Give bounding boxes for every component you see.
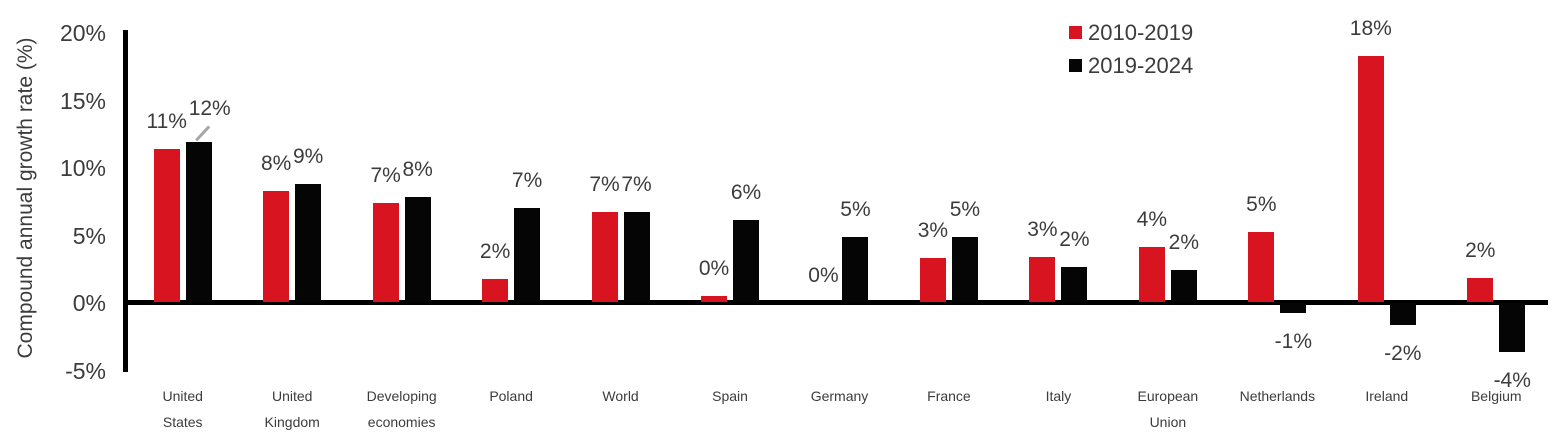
x-label-united-kingdom: United Kingdom xyxy=(264,388,320,430)
x-axis-line xyxy=(123,300,1548,305)
bar-2019-2024-ireland xyxy=(1389,303,1416,325)
x-label-netherlands: Netherlands xyxy=(1239,388,1316,404)
bar-2010-2019-developing-economies xyxy=(372,203,399,302)
value-label-2019-2024-germany: 5% xyxy=(840,198,871,222)
bar-2019-2024-united-kingdom xyxy=(295,183,322,302)
value-label-2019-2024-spain: 6% xyxy=(730,181,762,205)
value-label-2010-2019-world: 7% xyxy=(589,173,620,197)
x-label-poland: Poland xyxy=(489,388,533,404)
bar-2010-2019-poland xyxy=(482,279,509,302)
x-label-european-union: European Union xyxy=(1137,388,1199,430)
value-label-2019-2024-ireland: -2% xyxy=(1384,341,1422,365)
bar-2010-2019-spain xyxy=(701,295,728,302)
legend-item-series-0: 2010-2019 xyxy=(1069,19,1193,46)
legend-label-series-1: 2019-2024 xyxy=(1088,52,1194,78)
value-label-2010-2019-france: 3% xyxy=(917,219,949,243)
x-label-world: World xyxy=(602,388,639,404)
bar-2010-2019-belgium xyxy=(1467,277,1494,302)
bar-2019-2024-united-states xyxy=(185,142,212,302)
bar-2010-2019-italy xyxy=(1029,257,1056,302)
x-label-italy: Italy xyxy=(1045,388,1072,404)
legend-label-series-0: 2010-2019 xyxy=(1088,19,1194,45)
bar-2010-2019-netherlands xyxy=(1248,231,1275,302)
bar-2019-2024-netherlands xyxy=(1280,303,1307,314)
y-tick-label-0-: 0% xyxy=(72,290,106,316)
bar-2019-2024-european-union xyxy=(1170,269,1197,302)
value-label-2019-2024-united-states: 12% xyxy=(188,97,231,121)
bar-2010-2019-ireland xyxy=(1357,56,1384,302)
bar-2010-2019-france xyxy=(919,258,946,302)
value-label-2019-2024-poland: 7% xyxy=(511,168,543,192)
value-label-2010-2019-spain: 0% xyxy=(698,256,730,280)
value-label-2010-2019-netherlands: 5% xyxy=(1246,192,1277,216)
value-label-2019-2024-developing-economies: 8% xyxy=(402,157,433,181)
bar-2019-2024-germany xyxy=(842,237,869,302)
bar-2019-2024-world xyxy=(623,212,650,302)
bar-2010-2019-united-kingdom xyxy=(263,191,290,302)
x-label-france: France xyxy=(927,388,971,404)
x-label-germany: Germany xyxy=(810,388,869,404)
value-label-2019-2024-belgium: -4% xyxy=(1493,369,1531,393)
bar-2019-2024-spain xyxy=(733,220,760,302)
y-tick-label--5-: -5% xyxy=(65,357,106,384)
y-tick-label-5-: 5% xyxy=(72,222,106,249)
bar-2019-2024-belgium xyxy=(1499,303,1526,353)
bar-2019-2024-developing-economies xyxy=(404,196,431,302)
bar-2019-2024-italy xyxy=(1061,266,1088,302)
x-label-belgium: Belgium xyxy=(1470,388,1522,404)
value-label-2019-2024-united-kingdom: 9% xyxy=(293,144,324,168)
legend: 2010-2019 2019-2024 xyxy=(1069,19,1193,85)
x-label-united-states: United States xyxy=(162,388,203,430)
x-label-ireland: Ireland xyxy=(1365,388,1409,404)
x-label-spain: Spain xyxy=(712,388,748,404)
value-label-2010-2019-italy: 3% xyxy=(1027,218,1058,242)
bar-2010-2019-united-states xyxy=(153,149,180,302)
value-label-2010-2019-ireland: 18% xyxy=(1349,17,1392,41)
value-label-2010-2019-belgium: 2% xyxy=(1465,238,1496,262)
value-label-2010-2019-united-states: 11% xyxy=(146,110,187,134)
value-label-2019-2024-france: 5% xyxy=(949,198,981,222)
y-axis-title: Compound annual growth rate (%) xyxy=(14,37,37,359)
y-axis-line xyxy=(123,30,128,372)
value-label-2019-2024-world: 7% xyxy=(621,173,652,197)
bar-2010-2019-european-union xyxy=(1138,246,1165,302)
value-label-2010-2019-germany: 0% xyxy=(808,264,839,287)
value-label-2010-2019-poland: 2% xyxy=(479,240,511,264)
y-tick-label-20-: 20% xyxy=(59,20,106,46)
value-label-2019-2024-european-union: 2% xyxy=(1168,230,1200,254)
y-tick-label-10-: 10% xyxy=(59,155,106,181)
value-label-2010-2019-united-kingdom: 8% xyxy=(261,152,292,176)
bar-2019-2024-poland xyxy=(514,207,541,302)
legend-swatch-icon-series-0 xyxy=(1069,26,1082,39)
x-label-developing-economies: Developing economies xyxy=(366,388,437,430)
value-label-2019-2024-netherlands: -1% xyxy=(1274,330,1312,354)
bar-2019-2024-france xyxy=(951,237,978,302)
bar-2010-2019-world xyxy=(591,212,618,302)
legend-swatch-icon-series-1 xyxy=(1069,59,1082,72)
value-label-2010-2019-european-union: 4% xyxy=(1136,207,1168,231)
legend-item-series-1: 2019-2024 xyxy=(1069,52,1193,79)
value-label-2010-2019-developing-economies: 7% xyxy=(370,164,401,188)
y-tick-label-15-: 15% xyxy=(59,87,106,114)
value-label-2019-2024-italy: 2% xyxy=(1059,227,1090,251)
